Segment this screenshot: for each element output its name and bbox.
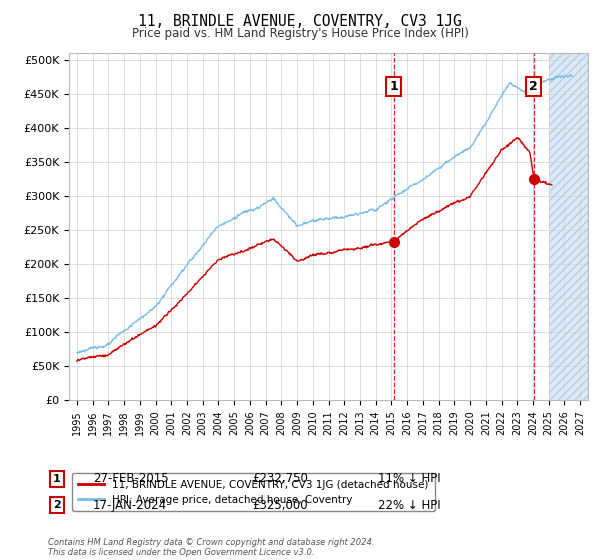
Text: 22% ↓ HPI: 22% ↓ HPI — [378, 498, 440, 512]
Text: 1: 1 — [389, 80, 398, 93]
Legend: 11, BRINDLE AVENUE, COVENTRY, CV3 1JG (detached house), HPI: Average price, deta: 11, BRINDLE AVENUE, COVENTRY, CV3 1JG (d… — [71, 473, 435, 511]
Text: 2: 2 — [53, 500, 61, 510]
Text: 17-JAN-2024: 17-JAN-2024 — [93, 498, 167, 512]
Text: 11, BRINDLE AVENUE, COVENTRY, CV3 1JG: 11, BRINDLE AVENUE, COVENTRY, CV3 1JG — [138, 14, 462, 29]
Text: Price paid vs. HM Land Registry's House Price Index (HPI): Price paid vs. HM Land Registry's House … — [131, 27, 469, 40]
Text: 1: 1 — [53, 474, 61, 484]
Text: £232,750: £232,750 — [252, 472, 308, 486]
Text: 27-FEB-2015: 27-FEB-2015 — [93, 472, 169, 486]
Text: 2: 2 — [529, 80, 538, 93]
Text: 11% ↓ HPI: 11% ↓ HPI — [378, 472, 440, 486]
Bar — [548, 53, 588, 400]
Bar — [548, 53, 588, 400]
Text: £325,000: £325,000 — [252, 498, 308, 512]
Text: Contains HM Land Registry data © Crown copyright and database right 2024.
This d: Contains HM Land Registry data © Crown c… — [48, 538, 374, 557]
